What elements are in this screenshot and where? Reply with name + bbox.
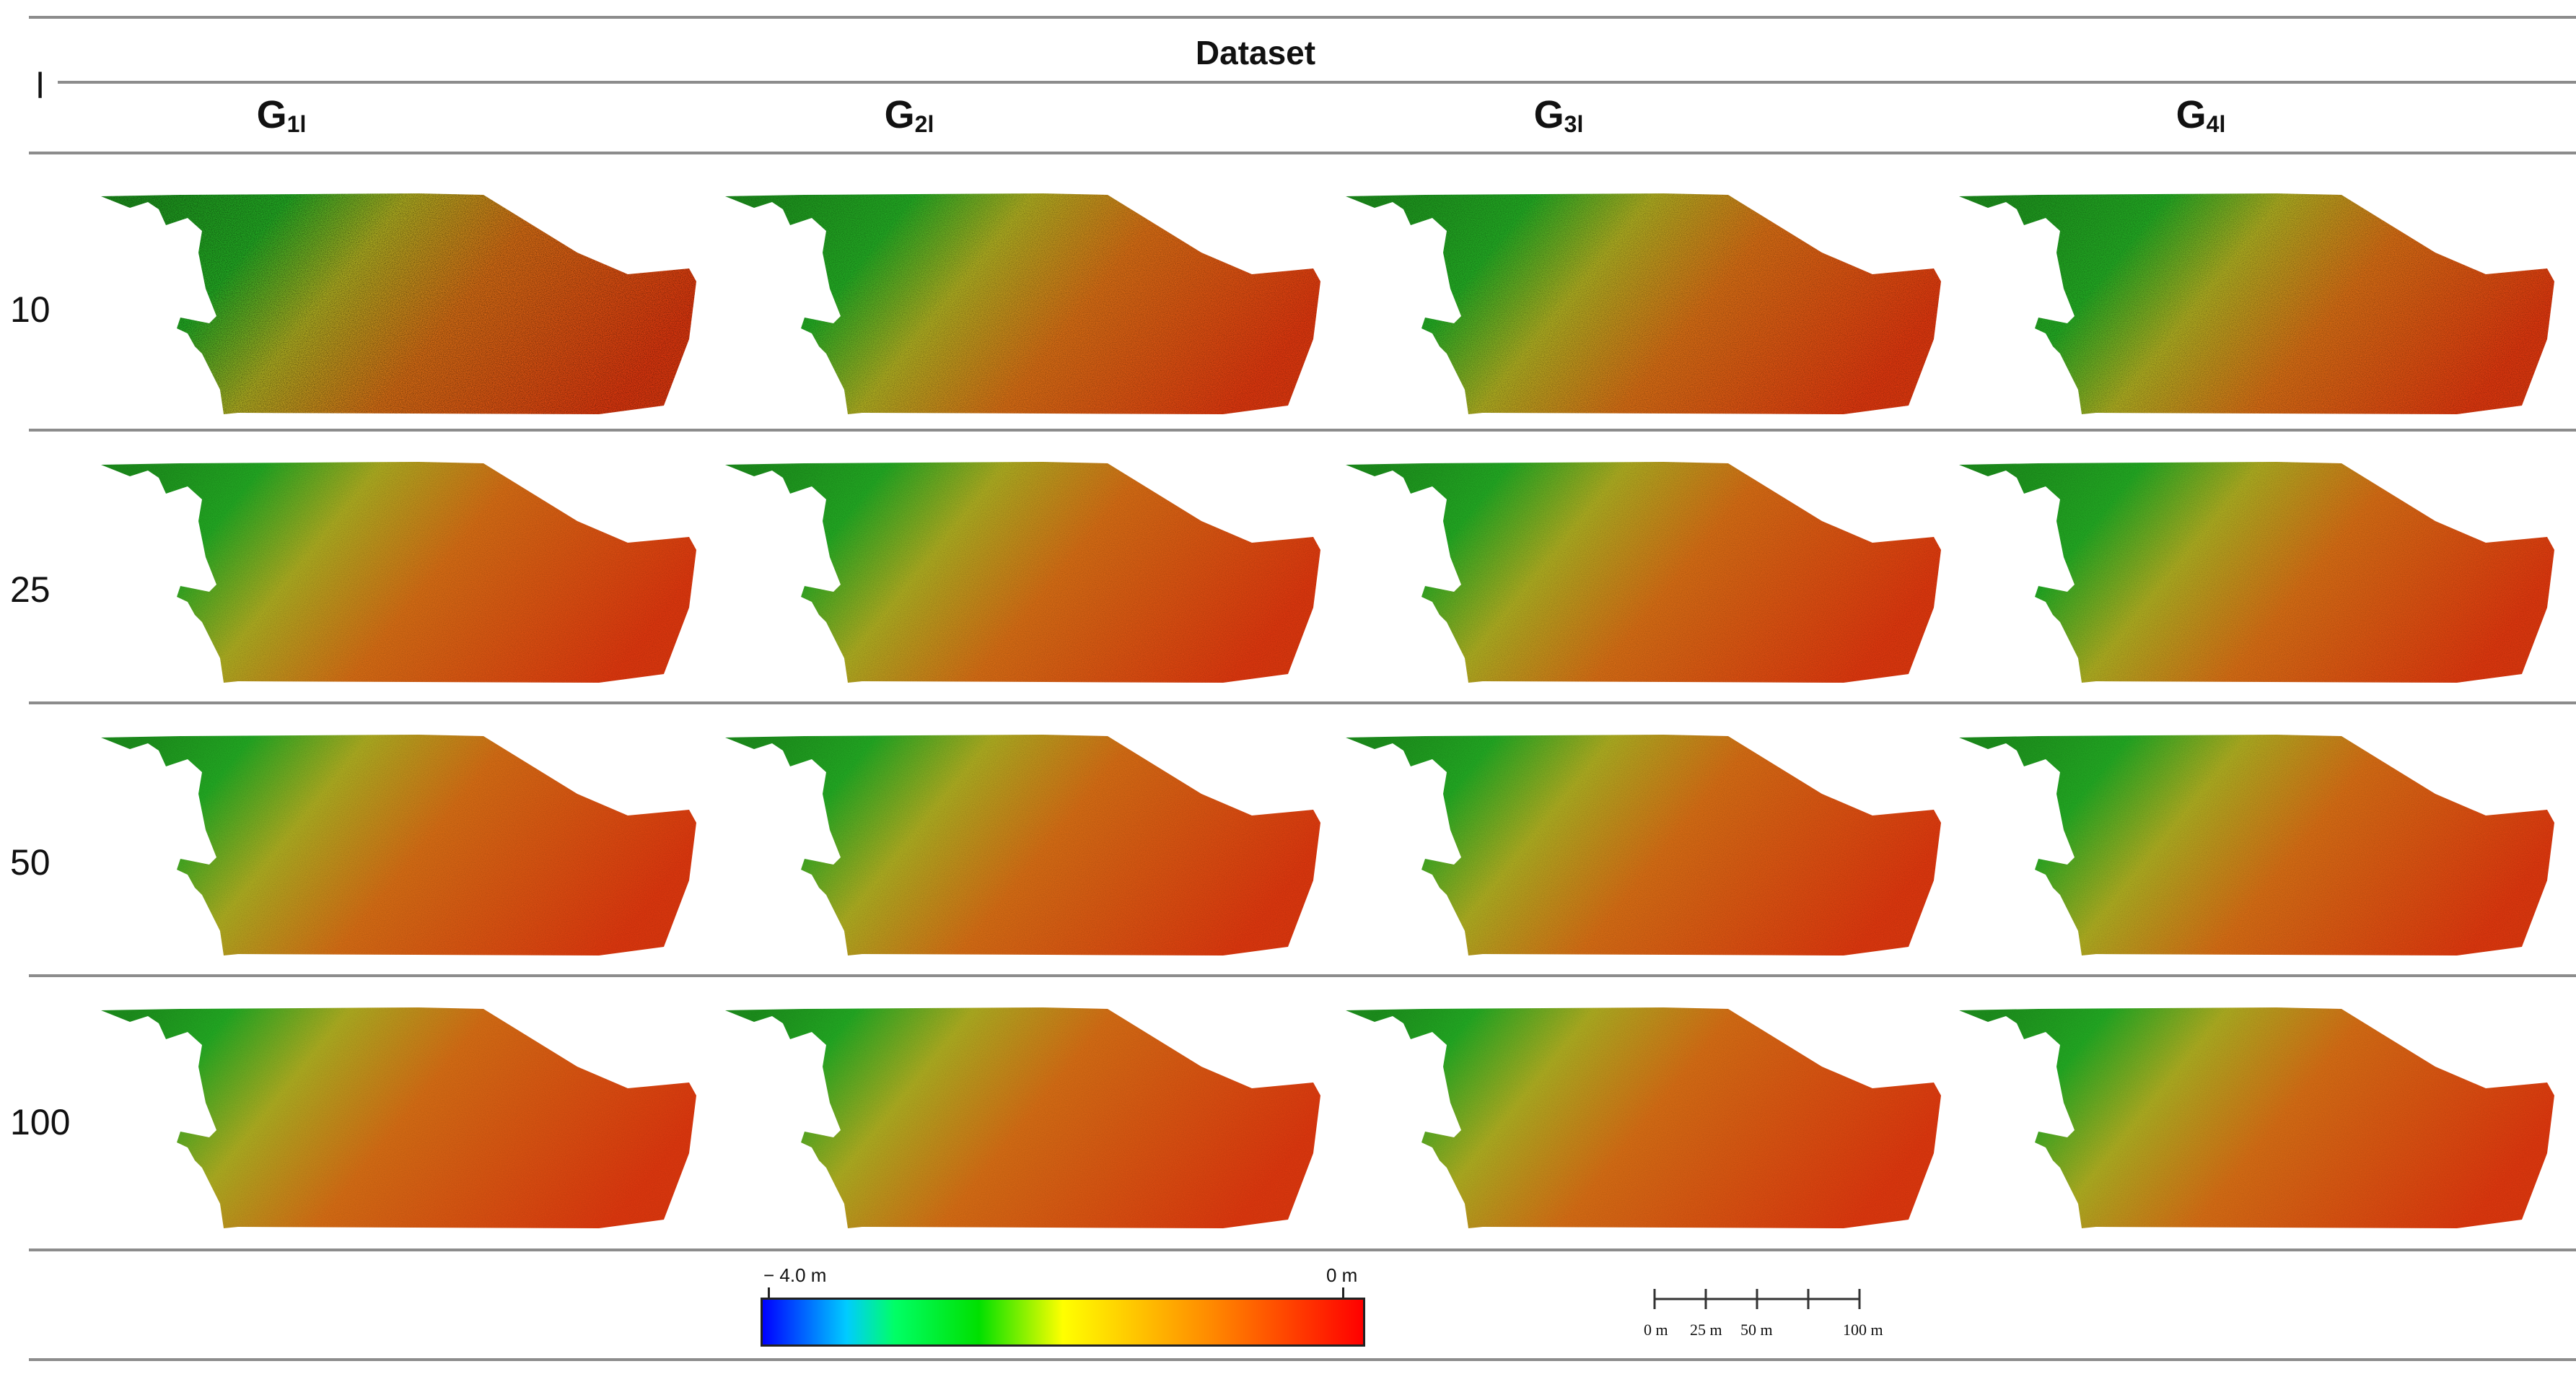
column-header-g1: G1l [173,92,390,138]
elevation-map-cell [79,173,700,419]
elevation-map-cell [1324,442,1945,687]
bottom-rule [29,1358,2576,1361]
elevation-map-cell [704,987,1324,1233]
elevation-map-cell [79,987,700,1233]
row-label-25: 25 [10,569,51,610]
elevation-map-cell [704,714,1324,960]
column-header-base: G [1533,93,1564,136]
terrain-texture [1959,1007,2554,1228]
scale-label-50: 50 m [1740,1321,1773,1339]
terrain-texture [101,462,696,683]
terrain-texture [1346,1007,1941,1228]
header-sub-rule [58,81,2576,84]
scale-label-0: 0 m [1644,1321,1668,1339]
elevation-map-cell [1324,714,1945,960]
param-label: l [36,66,45,106]
terrain-texture [725,1007,1320,1228]
row-rule-4 [29,1248,2576,1251]
row-rule-1 [29,429,2576,432]
column-header-sub: 2l [914,111,934,137]
elevation-map-cell [79,714,700,960]
elevation-map-cell [1937,714,2558,960]
legend-max-label: 0 m [1326,1264,1358,1286]
terrain-texture [725,735,1320,955]
row-rule-3 [29,974,2576,977]
row-label-10: 10 [10,289,51,330]
row-label-50: 50 [10,842,51,883]
dataset-header: Dataset [1195,34,1316,71]
column-header-base: G [2176,93,2207,136]
legend-min-label: − 4.0 m [763,1264,827,1286]
top-rule [29,16,2576,19]
scale-bar [1653,1289,1861,1309]
column-header-sub: 4l [2206,111,2226,137]
terrain-texture [1346,193,1941,414]
scale-label-25: 25 m [1690,1321,1722,1339]
terrain-texture [1346,462,1941,683]
terrain-texture [725,462,1320,683]
legend-tick-min [768,1287,770,1298]
elevation-map-cell [704,173,1324,419]
column-header-g4: G4l [2093,92,2309,138]
elevation-map-cell [1937,987,2558,1233]
color-legend-bar [761,1298,1365,1347]
terrain-texture [101,1007,696,1228]
elevation-map-cell [1324,173,1945,419]
column-header-g3: G3l [1450,92,1667,138]
elevation-map-cell [79,442,700,687]
column-header-sub: 3l [1564,111,1584,137]
header-bottom-rule [29,152,2576,154]
column-header-base: G [256,93,287,136]
terrain-texture [101,735,696,955]
elevation-map-cell [1937,442,2558,687]
legend-tick-max [1342,1287,1344,1298]
terrain-texture [1959,735,2554,955]
elevation-map-cell [1324,987,1945,1233]
elevation-map-cell [704,442,1324,687]
row-label-100: 100 [10,1102,71,1142]
column-header-base: G [884,93,915,136]
terrain-texture [1959,193,2554,414]
scale-label-100: 100 m [1843,1321,1883,1339]
row-rule-2 [29,701,2576,704]
elevation-map-cell [1937,173,2558,419]
terrain-texture [1959,462,2554,683]
column-header-sub: 1l [286,111,307,137]
column-header-g2: G2l [801,92,1017,138]
terrain-texture [101,193,696,414]
terrain-texture [1346,735,1941,955]
terrain-texture [725,193,1320,414]
